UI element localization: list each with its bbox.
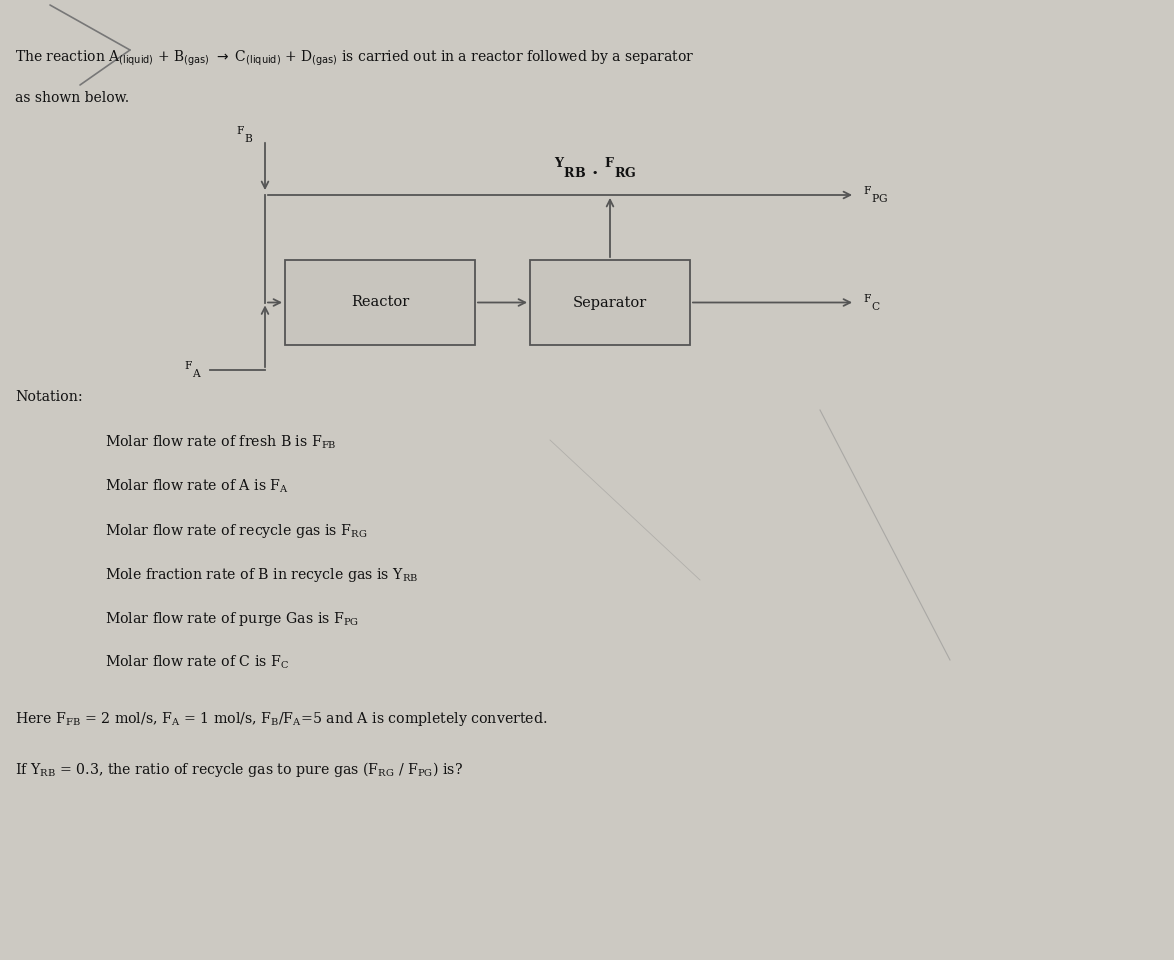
Text: Molar flow rate of A is F$\mathregular{_A}$: Molar flow rate of A is F$\mathregular{_… — [104, 478, 289, 495]
Text: The reaction A$_{\rm (liquid)}$ + B$_{\rm (gas)}$ $\rightarrow$ C$_{\rm (liquid): The reaction A$_{\rm (liquid)}$ + B$_{\r… — [15, 48, 694, 67]
Text: Molar flow rate of fresh B is F$\mathregular{_{FB}}$: Molar flow rate of fresh B is F$\mathreg… — [104, 434, 337, 451]
Text: Molar flow rate of purge Gas is F$\mathregular{_{PG}}$: Molar flow rate of purge Gas is F$\mathr… — [104, 610, 359, 628]
Text: Separator: Separator — [573, 296, 647, 309]
Text: Mole fraction rate of B in recycle gas is Y$\mathregular{_{RB}}$: Mole fraction rate of B in recycle gas i… — [104, 566, 418, 584]
Text: $\mathregular{^F}$$\mathregular{_{PG}}$: $\mathregular{^F}$$\mathregular{_{PG}}$ — [863, 185, 888, 205]
Text: Here F$\mathregular{_{FB}}$ = 2 mol/s, F$\mathregular{_A}$ = 1 mol/s, F$\mathreg: Here F$\mathregular{_{FB}}$ = 2 mol/s, F… — [15, 710, 547, 728]
Bar — [285, 260, 475, 345]
Text: If Y$\mathregular{_{RB}}$ = 0.3, the ratio of recycle gas to pure gas (F$\mathre: If Y$\mathregular{_{RB}}$ = 0.3, the rat… — [15, 760, 463, 779]
Text: Notation:: Notation: — [15, 390, 82, 404]
Text: $\mathregular{^Y}$$\mathregular{_{RB}}$ . $\mathregular{^F}$$\mathregular{_{RG}}: $\mathregular{^Y}$$\mathregular{_{RB}}$ … — [554, 156, 636, 180]
Text: Molar flow rate of recycle gas is F$\mathregular{_{RG}}$: Molar flow rate of recycle gas is F$\mat… — [104, 522, 367, 540]
Text: Molar flow rate of C is F$\mathregular{_C}$: Molar flow rate of C is F$\mathregular{_… — [104, 654, 289, 671]
Text: Reactor: Reactor — [351, 296, 409, 309]
Text: as shown below.: as shown below. — [15, 91, 129, 105]
Text: $\mathregular{^F}$$\mathregular{_A}$: $\mathregular{^F}$$\mathregular{_A}$ — [184, 360, 202, 380]
Bar — [529, 260, 690, 345]
Text: $\mathregular{^F}$$\mathregular{_C}$: $\mathregular{^F}$$\mathregular{_C}$ — [863, 293, 880, 313]
Text: $\mathregular{^F}$$\mathregular{_B}$: $\mathregular{^F}$$\mathregular{_B}$ — [236, 125, 254, 145]
